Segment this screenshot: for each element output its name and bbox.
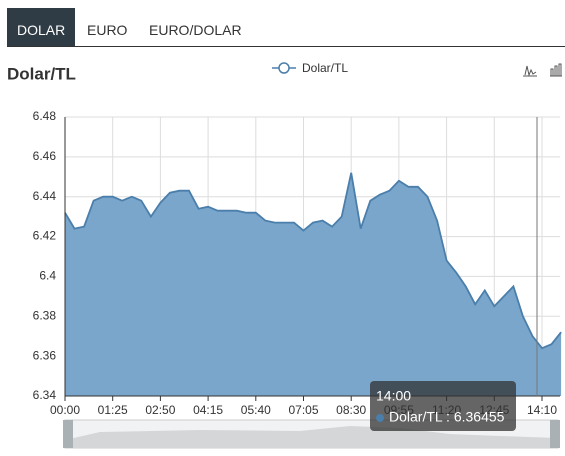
legend-symbol bbox=[278, 62, 290, 74]
x-tick-label: 01:25 bbox=[98, 403, 128, 417]
chart-title: Dolar/TL bbox=[7, 64, 76, 83]
y-tick-label: 6.42 bbox=[33, 229, 57, 243]
tab[interactable]: EURO bbox=[87, 22, 128, 38]
y-tick-label: 6.34 bbox=[33, 388, 57, 402]
x-tick-label: 00:00 bbox=[50, 403, 80, 417]
x-tick-label: 05:40 bbox=[241, 403, 271, 417]
y-tick-label: 6.48 bbox=[33, 109, 57, 123]
zoom-handle[interactable] bbox=[550, 420, 560, 448]
line bbox=[64, 172, 562, 350]
tab[interactable]: EURO/DOLAR bbox=[149, 22, 242, 38]
x-tick-label: 08:30 bbox=[336, 403, 366, 417]
y-tick-label: 6.36 bbox=[33, 348, 57, 362]
y-tick-label: 6.4 bbox=[39, 269, 56, 283]
tooltip bbox=[370, 381, 516, 431]
y-tick-label: 6.44 bbox=[33, 189, 57, 203]
y-tick-label: 6.46 bbox=[33, 149, 57, 163]
tab[interactable]: DOLAR bbox=[7, 8, 76, 46]
area bbox=[65, 172, 562, 396]
line-icon[interactable] bbox=[523, 65, 537, 77]
x-tick-label: 07:05 bbox=[288, 403, 318, 417]
tooltip-title: 14:00 bbox=[376, 388, 411, 404]
y-tick-label: 6.38 bbox=[33, 308, 57, 322]
tab-underline bbox=[7, 46, 565, 47]
x-tick-label: 04:15 bbox=[193, 403, 223, 417]
legend-label[interactable]: Dolar/TL bbox=[302, 61, 348, 75]
tooltip-text: Dolar/TL : 6.36455 bbox=[389, 409, 505, 425]
x-tick-label: 14:10 bbox=[527, 403, 557, 417]
tooltip-dot bbox=[376, 414, 384, 422]
x-tick-label: 02:50 bbox=[145, 403, 175, 417]
zoom-handle[interactable] bbox=[63, 420, 73, 448]
zoom-preview bbox=[65, 426, 558, 448]
bar-icon[interactable] bbox=[550, 63, 562, 77]
